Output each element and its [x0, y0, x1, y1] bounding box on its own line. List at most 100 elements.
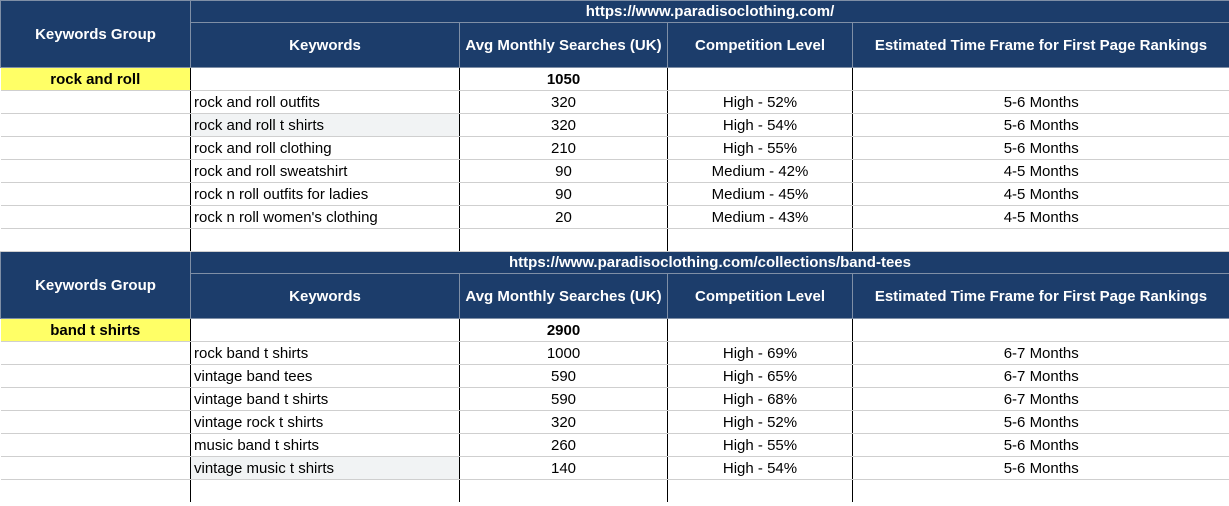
- keyword-cell[interactable]: rock and roll outfits: [190, 90, 460, 114]
- empty-cell[interactable]: [190, 479, 460, 502]
- searches-cell[interactable]: 90: [459, 159, 668, 183]
- table-row[interactable]: rock and roll t shirts 320 High - 54% 5-…: [0, 113, 1229, 137]
- empty-cell[interactable]: [852, 479, 1229, 502]
- competition-cell[interactable]: High - 55%: [667, 433, 853, 457]
- keyword-cell[interactable]: vintage rock t shirts: [190, 410, 460, 434]
- keyword-cell[interactable]: rock and roll clothing: [190, 136, 460, 160]
- keyword-cell[interactable]: rock n roll outfits for ladies: [190, 182, 460, 206]
- timeframe-cell[interactable]: 4-5 Months: [852, 182, 1229, 206]
- empty-cell[interactable]: [667, 318, 853, 342]
- timeframe-cell[interactable]: 4-5 Months: [852, 205, 1229, 229]
- empty-cell[interactable]: [190, 67, 460, 91]
- timeframe-cell[interactable]: 5-6 Months: [852, 136, 1229, 160]
- keyword-cell[interactable]: vintage music t shirts: [190, 456, 460, 480]
- timeframe-column-header: Estimated Time Frame for First Page Rank…: [852, 22, 1229, 68]
- keyword-cell[interactable]: vintage band tees: [190, 364, 460, 388]
- empty-cell[interactable]: [667, 479, 853, 502]
- empty-cell[interactable]: [852, 318, 1229, 342]
- searches-cell[interactable]: 140: [459, 456, 668, 480]
- empty-cell[interactable]: [190, 228, 460, 252]
- empty-cell[interactable]: [0, 90, 191, 114]
- keyword-cell[interactable]: rock and roll t shirts: [190, 113, 460, 137]
- timeframe-cell[interactable]: 4-5 Months: [852, 159, 1229, 183]
- table-row[interactable]: rock and roll sweatshirt 90 Medium - 42%…: [0, 159, 1229, 183]
- table-row[interactable]: vintage band tees 590 High - 65% 6-7 Mon…: [0, 364, 1229, 388]
- timeframe-cell[interactable]: 5-6 Months: [852, 456, 1229, 480]
- table-row[interactable]: rock and roll outfits 320 High - 52% 5-6…: [0, 90, 1229, 114]
- keywords-column-header: Keywords: [190, 273, 460, 319]
- competition-cell[interactable]: Medium - 43%: [667, 205, 853, 229]
- empty-cell[interactable]: [1, 480, 191, 503]
- keyword-group-name[interactable]: rock and roll: [0, 67, 191, 91]
- keyword-cell[interactable]: rock and roll sweatshirt: [190, 159, 460, 183]
- empty-cell[interactable]: [852, 67, 1229, 91]
- table-row[interactable]: vintage music t shirts 140 High - 54% 5-…: [0, 456, 1229, 480]
- table-row[interactable]: rock and roll clothing 210 High - 55% 5-…: [0, 136, 1229, 160]
- keyword-cell[interactable]: music band t shirts: [190, 433, 460, 457]
- empty-cell[interactable]: [0, 182, 191, 206]
- empty-cell[interactable]: [0, 364, 191, 388]
- table-row[interactable]: vintage band t shirts 590 High - 68% 6-7…: [0, 387, 1229, 411]
- table-row[interactable]: rock n roll women's clothing 20 Medium -…: [0, 205, 1229, 229]
- empty-cell[interactable]: [190, 318, 460, 342]
- group-total-searches[interactable]: 2900: [459, 318, 668, 342]
- searches-cell[interactable]: 320: [459, 410, 668, 434]
- empty-cell[interactable]: [667, 67, 853, 91]
- searches-cell[interactable]: 590: [459, 364, 668, 388]
- keyword-cell[interactable]: vintage band t shirts: [190, 387, 460, 411]
- competition-cell[interactable]: Medium - 42%: [667, 159, 853, 183]
- searches-cell[interactable]: 260: [459, 433, 668, 457]
- competition-cell[interactable]: High - 54%: [667, 113, 853, 137]
- searches-cell[interactable]: 90: [459, 182, 668, 206]
- competition-cell[interactable]: High - 52%: [667, 410, 853, 434]
- empty-cell[interactable]: [0, 205, 191, 229]
- empty-cell[interactable]: [667, 228, 853, 252]
- table-row[interactable]: rock n roll outfits for ladies 90 Medium…: [0, 182, 1229, 206]
- table-row[interactable]: vintage rock t shirts 320 High - 52% 5-6…: [0, 410, 1229, 434]
- empty-cell[interactable]: [0, 341, 191, 365]
- empty-cell[interactable]: [0, 113, 191, 137]
- searches-cell[interactable]: 1000: [459, 341, 668, 365]
- timeframe-cell[interactable]: 6-7 Months: [852, 341, 1229, 365]
- empty-cell[interactable]: [852, 228, 1229, 252]
- competition-cell[interactable]: High - 52%: [667, 90, 853, 114]
- table-row[interactable]: music band t shirts 260 High - 55% 5-6 M…: [0, 433, 1229, 457]
- keywords-group-header: Keywords Group: [0, 251, 191, 319]
- competition-cell[interactable]: Medium - 45%: [667, 182, 853, 206]
- empty-row[interactable]: [1, 479, 1229, 503]
- keyword-cell[interactable]: rock band t shirts: [190, 341, 460, 365]
- competition-cell[interactable]: High - 69%: [667, 341, 853, 365]
- timeframe-cell[interactable]: 5-6 Months: [852, 90, 1229, 114]
- searches-cell[interactable]: 590: [459, 387, 668, 411]
- empty-cell[interactable]: [459, 479, 668, 502]
- searches-cell[interactable]: 320: [459, 90, 668, 114]
- searches-column-header: Avg Monthly Searches (UK): [459, 273, 668, 319]
- keyword-group-name[interactable]: band t shirts: [0, 318, 191, 342]
- timeframe-cell[interactable]: 6-7 Months: [852, 387, 1229, 411]
- competition-cell[interactable]: High - 68%: [667, 387, 853, 411]
- empty-cell[interactable]: [0, 159, 191, 183]
- empty-cell[interactable]: [0, 387, 191, 411]
- competition-cell[interactable]: High - 55%: [667, 136, 853, 160]
- searches-cell[interactable]: 20: [459, 205, 668, 229]
- empty-row[interactable]: [0, 228, 1229, 252]
- competition-cell[interactable]: High - 54%: [667, 456, 853, 480]
- searches-cell[interactable]: 210: [459, 136, 668, 160]
- timeframe-cell[interactable]: 5-6 Months: [852, 113, 1229, 137]
- page-url-header[interactable]: https://www.paradisoclothing.com/collect…: [190, 251, 1229, 274]
- empty-cell[interactable]: [0, 433, 191, 457]
- table-row[interactable]: rock band t shirts 1000 High - 69% 6-7 M…: [0, 341, 1229, 365]
- searches-cell[interactable]: 320: [459, 113, 668, 137]
- empty-cell[interactable]: [0, 228, 191, 252]
- timeframe-cell[interactable]: 5-6 Months: [852, 410, 1229, 434]
- timeframe-cell[interactable]: 6-7 Months: [852, 364, 1229, 388]
- empty-cell[interactable]: [0, 456, 191, 480]
- keyword-cell[interactable]: rock n roll women's clothing: [190, 205, 460, 229]
- empty-cell[interactable]: [0, 410, 191, 434]
- timeframe-cell[interactable]: 5-6 Months: [852, 433, 1229, 457]
- competition-cell[interactable]: High - 65%: [667, 364, 853, 388]
- empty-cell[interactable]: [0, 136, 191, 160]
- empty-cell[interactable]: [459, 228, 668, 252]
- group-total-searches[interactable]: 1050: [459, 67, 668, 91]
- page-url-header[interactable]: https://www.paradisoclothing.com/: [190, 0, 1229, 23]
